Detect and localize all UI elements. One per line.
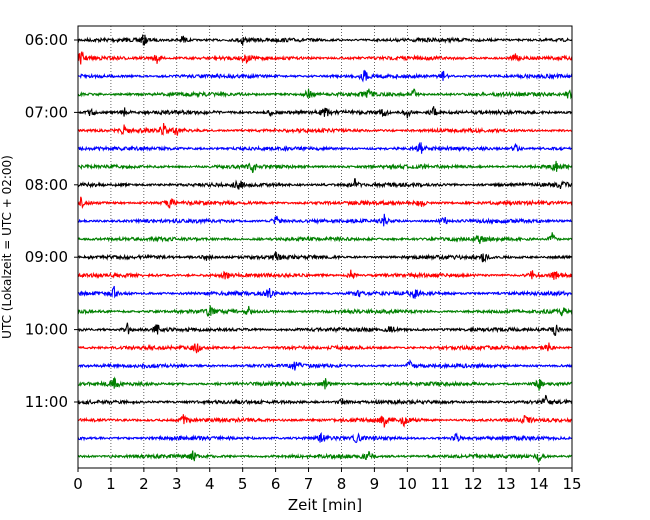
x-tick-label: 7: [304, 475, 314, 493]
trace-1030: [77, 358, 573, 371]
trace-1000: [77, 322, 573, 337]
trace-0930: [77, 285, 573, 299]
x-tick-label: 13: [497, 475, 516, 493]
y-tick-label: 09:00: [25, 248, 68, 266]
y-tick-label: 07:00: [25, 103, 68, 121]
x-axis-ticks: 0 1 2 3 4 5 6 7 8 9 10 11 12 13 14 15: [73, 468, 582, 493]
x-tick-label: 5: [238, 475, 248, 493]
trace-0630: [77, 69, 573, 83]
trace-0645: [77, 88, 573, 100]
trace-0845: [77, 232, 573, 244]
trace-1115: [77, 414, 573, 428]
seismic-traces: [77, 34, 573, 464]
trace-0915: [77, 269, 573, 280]
trace-1015: [77, 342, 573, 354]
x-tick-label: 2: [139, 475, 149, 493]
trace-0815: [77, 196, 573, 210]
trace-0830: [77, 213, 573, 227]
trace-0745: [77, 160, 573, 174]
trace-0715: [77, 122, 573, 136]
trace-0700: [77, 106, 573, 119]
x-tick-label: 15: [562, 475, 581, 493]
trace-0800: [77, 178, 573, 190]
x-axis-label: Zeit [min]: [288, 496, 362, 514]
plot-frame: [77, 25, 573, 469]
x-tick-label: 3: [172, 475, 182, 493]
y-axis-ticks: 06:00 07:00 08:00 09:00 10:00 11:00: [25, 31, 78, 411]
x-tick-label: 4: [205, 475, 215, 493]
y-axis-label: UTC (Lokalzeit = UTC + 02:00): [0, 155, 14, 339]
x-tick-label: 8: [337, 475, 347, 493]
trace-0945: [77, 305, 573, 317]
x-tick-label: 0: [73, 475, 83, 493]
trace-0615: [77, 51, 573, 65]
trace-1045: [78, 376, 573, 391]
plot-background: [78, 26, 572, 468]
x-tick-label: 12: [464, 475, 483, 493]
x-tick-label: 6: [271, 475, 281, 493]
y-tick-label: 06:00: [25, 31, 68, 49]
y-tick-label: 11:00: [25, 393, 68, 411]
trace-1130: [77, 432, 573, 444]
x-tick-label: 9: [370, 475, 380, 493]
x-tick-label: 11: [431, 475, 450, 493]
trace-0600: [77, 34, 573, 46]
y-tick-label: 10:00: [25, 321, 68, 339]
x-tick-label: 14: [530, 475, 549, 493]
trace-1100: [77, 394, 573, 406]
trace-0730: [77, 141, 573, 154]
y-tick-label: 08:00: [25, 176, 68, 194]
trace-1145: [77, 450, 573, 464]
trace-0900: [77, 251, 573, 263]
x-tick-label: 1: [106, 475, 116, 493]
x-tick-label: 10: [398, 475, 417, 493]
